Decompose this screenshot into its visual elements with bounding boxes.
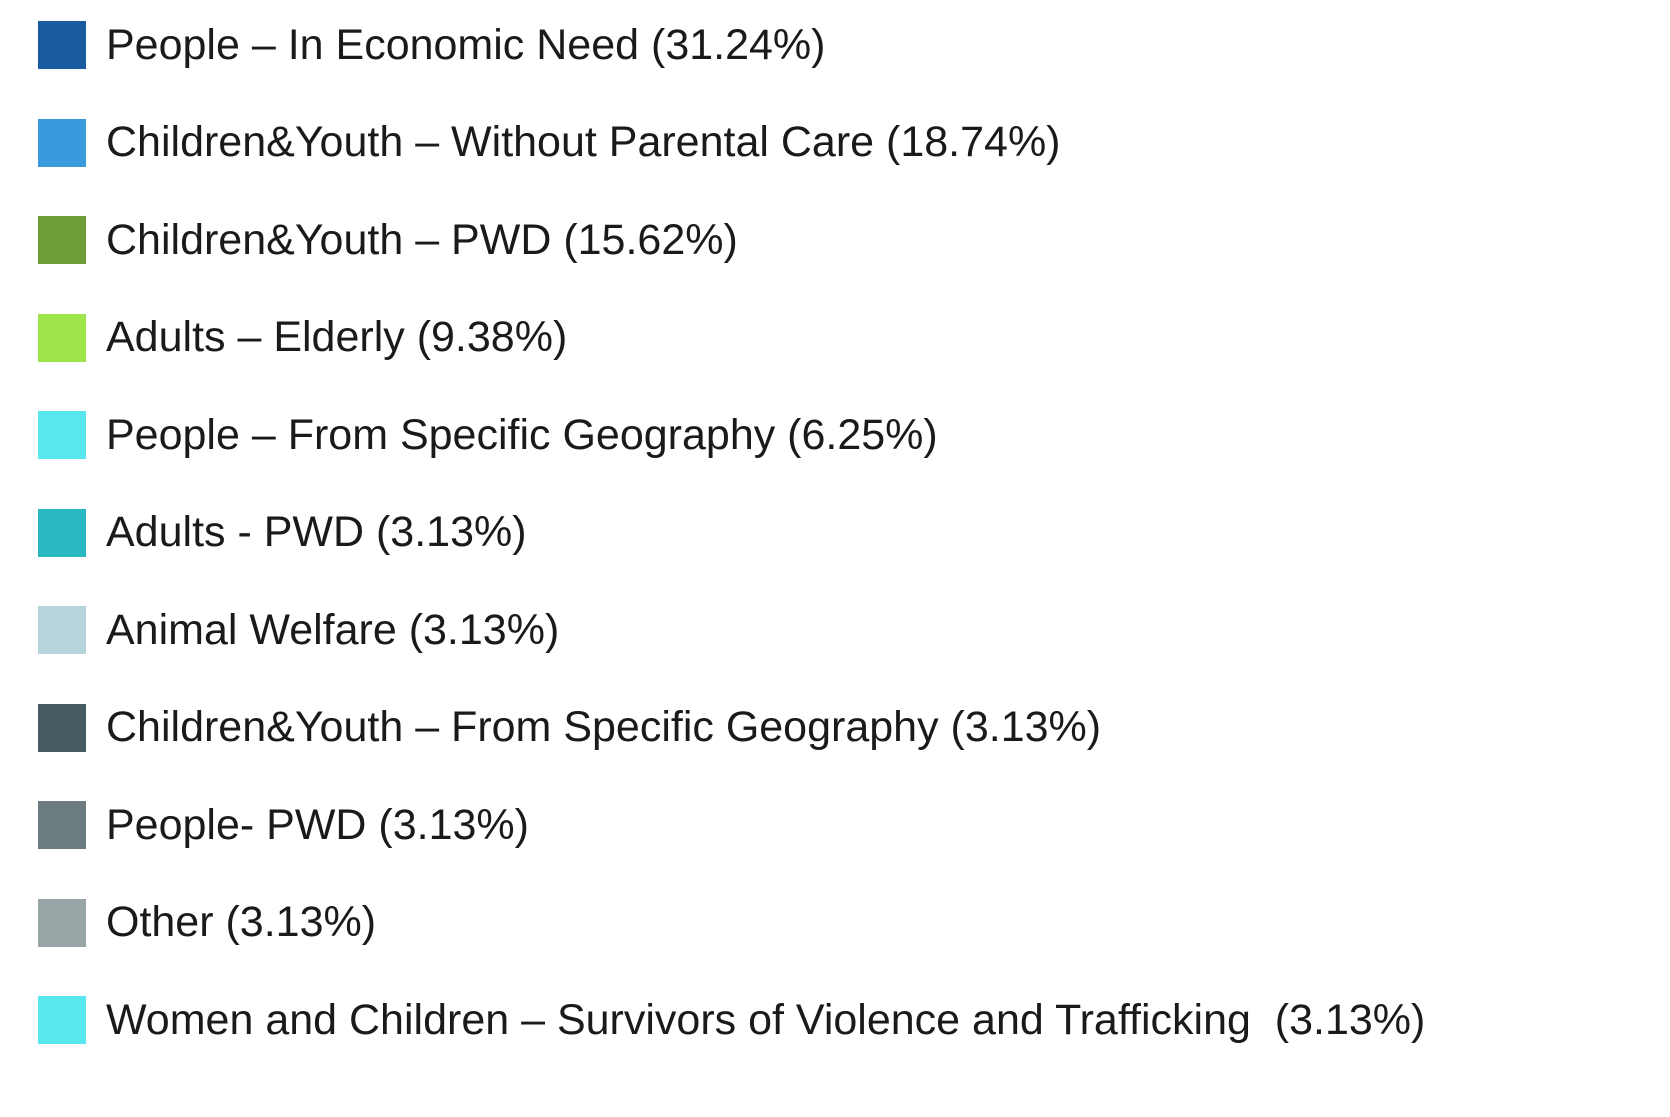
legend-label: People – In Economic Need (31.24%) bbox=[106, 20, 826, 69]
legend-label: Other (3.13%) bbox=[106, 898, 377, 946]
legend-item: Animal Welfare (3.13%) bbox=[38, 600, 559, 660]
legend-swatch bbox=[38, 216, 86, 264]
legend-label: Children&Youth – PWD (15.62%) bbox=[106, 215, 738, 264]
legend-label: Children&Youth – Without Parental Care (… bbox=[106, 118, 1061, 166]
legend-swatch bbox=[38, 508, 86, 557]
legend-label: People- PWD (3.13%) bbox=[106, 800, 529, 849]
legend-item: People – In Economic Need (31.24%) bbox=[38, 15, 825, 75]
legend-label: Children&Youth – From Specific Geography… bbox=[106, 703, 1102, 751]
legend-item: Adults - PWD (3.13%) bbox=[38, 503, 527, 563]
legend-label: Adults – Elderly (9.38%) bbox=[106, 313, 568, 361]
legend-swatch bbox=[38, 606, 86, 654]
legend-swatch bbox=[38, 313, 86, 362]
legend-label: Women and Children – Survivors of Violen… bbox=[106, 995, 1426, 1044]
legend-swatch bbox=[38, 801, 86, 849]
legend-item: Children&Youth – PWD (15.62%) bbox=[38, 210, 738, 270]
legend-swatch bbox=[38, 703, 86, 752]
legend-label: Adults - PWD (3.13%) bbox=[106, 508, 527, 556]
legend-swatch bbox=[38, 411, 86, 459]
legend-item: People – From Specific Geography (6.25%) bbox=[38, 405, 938, 465]
legend-swatch bbox=[38, 996, 86, 1044]
legend-item: People- PWD (3.13%) bbox=[38, 795, 529, 855]
legend-item: Women and Children – Survivors of Violen… bbox=[38, 990, 1425, 1050]
legend-swatch bbox=[38, 898, 86, 947]
legend-item: Other (3.13%) bbox=[38, 893, 376, 953]
legend-item: Children&Youth – From Specific Geography… bbox=[38, 698, 1101, 758]
legend-swatch bbox=[38, 118, 86, 167]
legend-item: Adults – Elderly (9.38%) bbox=[38, 308, 567, 368]
legend-label: Animal Welfare (3.13%) bbox=[106, 605, 560, 654]
legend-item: Children&Youth – Without Parental Care (… bbox=[38, 113, 1061, 173]
legend-label: People – From Specific Geography (6.25%) bbox=[106, 410, 938, 459]
legend-swatch bbox=[38, 21, 86, 69]
